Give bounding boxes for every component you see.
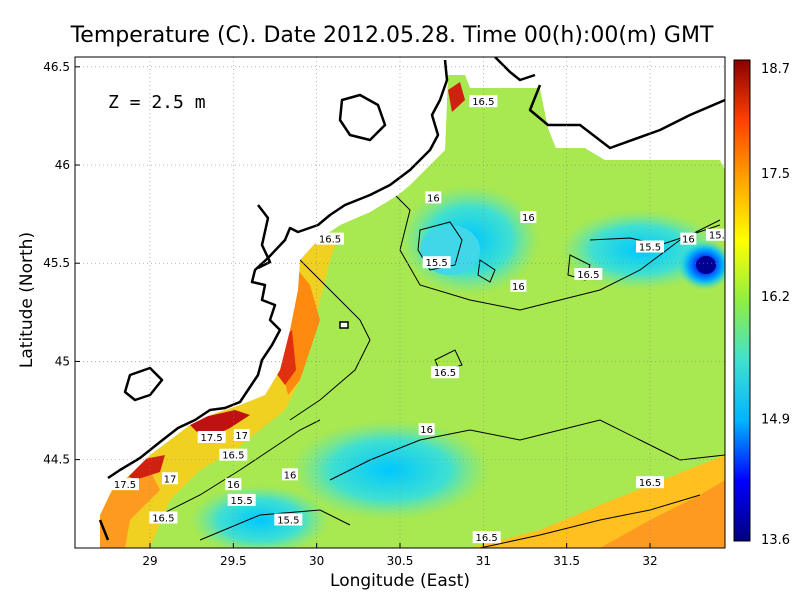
contour-label: 16.5 [472,97,494,108]
contour-label-bg [219,448,248,461]
y-axis: 44.5 45 45.5 46 46.5 [43,60,80,467]
contour-label: 16.5 [319,235,341,246]
contour-label-bg [520,211,537,224]
contour-label-bg [425,191,442,204]
contour-label-bg [316,232,344,245]
cool-area-central [290,420,490,520]
contour-label-bg [680,232,697,245]
x-tick-label: 30 [309,554,324,568]
contour-label-bg [111,478,139,491]
cool-area-south [190,485,330,548]
x-tick-label: 30.5 [387,554,414,568]
contour-label: 16 [427,193,440,204]
coastline [98,57,725,541]
colorbar [733,59,751,542]
colorbar-tick-label: 13.6 [761,533,790,548]
contour-label: 16 [512,282,525,293]
contour-label: 16 [227,480,240,491]
depth-annotation: Z = 2.5 m [108,92,206,113]
contour-label: 15.5 [277,516,299,527]
contour-label: 16 [420,425,433,436]
contour-label: 15.5 [426,258,448,269]
contour-label: 17 [235,431,248,442]
colorbar-tick-label: 16.2 [761,290,790,305]
colorbar-tick-label: 18.7 [761,62,790,77]
x-tick-label: 32 [642,554,657,568]
contour-label-bg [227,493,256,506]
contour-label: 15.5 [709,231,731,242]
contour-label: 16.5 [434,368,456,379]
land-mass-north [470,57,725,160]
colorbar-ticks: 13.6 14.9 16.2 17.5 18.7 [761,62,790,548]
contour-label: 16.5 [152,514,174,525]
red-north-patch [448,82,465,112]
y-tick-label: 44.5 [43,453,70,467]
contour-label: 15.5 [231,496,253,507]
y-tick-label: 45.5 [43,256,70,270]
contour-label-bg [469,95,498,108]
colorbar-tick-label: 14.9 [761,412,790,427]
contour-label-bg [418,423,435,436]
contour-label: 16 [522,213,535,224]
contour-label: 17.5 [114,480,136,491]
contour-label-bg [225,478,242,491]
x-tick-label: 31.5 [553,554,580,568]
contour-label-bg [636,476,664,489]
y-tick-label: 46 [55,158,70,172]
contour-label-bg [162,472,178,485]
contour-label-bg [282,468,298,481]
contour-label: 16.5 [222,451,244,462]
contour-label-bg [472,531,501,544]
x-axis-title: Longitude (East) [330,571,470,591]
y-tick-label: 45 [55,354,70,368]
colorbar-tick-label: 17.5 [761,167,790,182]
x-axis: 29 29.5 30 30.5 31 31.5 32 [142,543,658,568]
orange-southeast [600,480,725,548]
contour-label: 16.5 [639,478,661,489]
y-axis-title: Latitude (North) [17,232,37,368]
contour-label-bg [510,279,527,292]
x-tick-label: 31 [476,554,491,568]
chart-title: Temperature (C). Date 2012.05.28. Time 0… [70,23,714,48]
x-tick-label: 29 [142,554,157,568]
x-tick-label: 29.5 [220,554,247,568]
y-tick-label: 46.5 [43,60,70,74]
cold-eddy-core [696,256,716,274]
contour-label-bg [233,429,250,442]
contour-label: 16.5 [476,533,498,544]
contour-label: 16 [682,235,695,246]
contour-label-bg [149,511,178,524]
contour-label: 16.5 [577,270,599,281]
contour-label: 15.5 [639,243,661,254]
contour-label: 17.5 [201,433,223,444]
contour-label-bg [636,240,664,253]
contour-label-bg [274,513,303,526]
contour-labels: 16.5 16 16 15.5 16 16.5 15.5 16 15.5 16.5 16 16.5 17… [111,95,731,544]
land-mass [75,57,448,548]
plot-area: 16.5 16 16 15.5 16 16.5 15.5 16 15.5 16.5 16 16.5 17… [75,57,731,548]
contour-label-bg [574,268,603,281]
island-marker [339,321,349,329]
contour-label-bg [422,256,451,269]
contour-label: 17 [164,474,177,485]
contour-label-bg [197,431,226,444]
contour-label-bg [431,366,459,379]
contour-label: 16 [284,470,297,481]
contour-label-bg [706,228,725,241]
grid-lines [75,57,725,548]
